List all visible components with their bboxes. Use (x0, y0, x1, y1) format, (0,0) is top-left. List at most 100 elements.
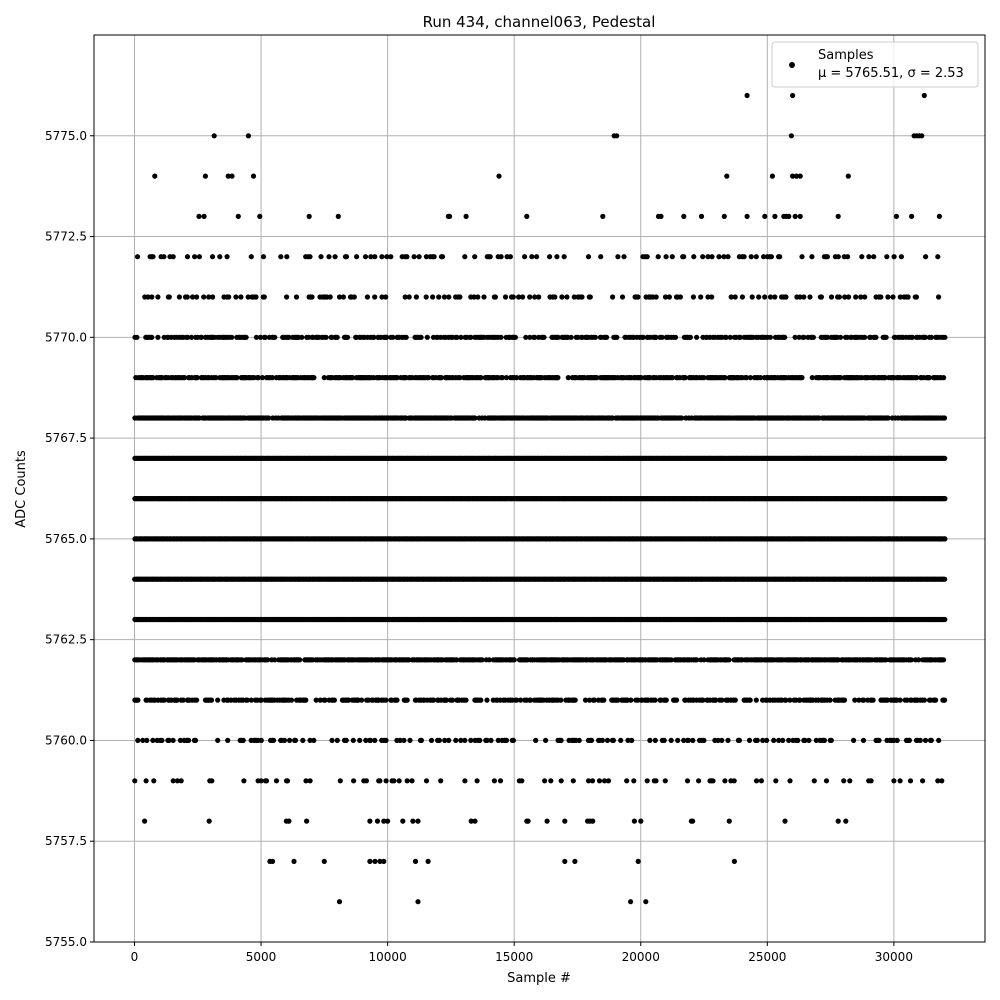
data-point (813, 737, 819, 744)
data-point (170, 778, 176, 784)
data-point (942, 496, 948, 502)
data-point (562, 818, 568, 824)
data-point (883, 657, 889, 663)
data-point (284, 778, 291, 784)
data-point (544, 818, 550, 824)
data-point (235, 213, 241, 219)
data-point (468, 818, 474, 824)
data-point (675, 737, 681, 744)
data-point (458, 737, 464, 744)
data-point (263, 778, 270, 784)
data-point (811, 778, 817, 784)
data-point (140, 737, 146, 744)
data-point (614, 133, 620, 139)
data-point (715, 737, 721, 744)
data-point (721, 213, 727, 219)
data-point (713, 697, 719, 703)
data-point (359, 697, 365, 703)
data-point (576, 737, 582, 744)
data-point (240, 737, 246, 744)
data-point (196, 213, 202, 219)
data-point (690, 737, 696, 744)
data-point (790, 173, 796, 179)
data-point (542, 778, 548, 784)
data-point (797, 213, 803, 219)
data-point (488, 737, 494, 744)
data-point (346, 697, 352, 703)
data-point (618, 737, 624, 744)
data-point (921, 697, 928, 703)
data-point (288, 697, 295, 703)
data-point (192, 737, 199, 744)
data-point (587, 697, 593, 703)
data-point (436, 737, 442, 744)
data-point (746, 737, 753, 744)
data-point (897, 697, 903, 703)
data-point (760, 737, 766, 744)
data-point (287, 737, 293, 744)
data-point (245, 133, 251, 139)
data-point (629, 737, 635, 744)
data-point (802, 737, 808, 744)
data-point (787, 697, 793, 703)
data-point (747, 697, 753, 703)
data-point (503, 737, 510, 744)
data-point (383, 697, 389, 703)
data-point (381, 858, 387, 865)
data-point (264, 657, 271, 663)
data-point (143, 778, 149, 784)
data-point (404, 778, 410, 784)
data-point (215, 737, 221, 744)
data-point (225, 173, 231, 179)
data-point (497, 778, 504, 784)
data-point (239, 657, 245, 663)
data-point (783, 697, 789, 703)
data-point (916, 657, 922, 663)
data-point (797, 173, 803, 179)
data-point (418, 737, 424, 744)
data-point (449, 697, 456, 703)
data-point (491, 778, 497, 784)
data-point (599, 737, 606, 744)
data-point (590, 818, 596, 824)
data-point (142, 818, 148, 824)
data-point (835, 818, 841, 824)
data-point (248, 697, 254, 703)
data-point (151, 778, 157, 784)
data-point (936, 737, 942, 744)
data-point (410, 818, 416, 824)
data-point (394, 697, 400, 703)
data-point (570, 778, 576, 784)
data-point (744, 213, 750, 219)
data-point (377, 778, 383, 784)
data-point (396, 778, 402, 784)
data-point (876, 737, 882, 744)
data-point (897, 778, 903, 784)
data-point (764, 737, 770, 744)
data-point (772, 213, 778, 219)
data-point (628, 899, 634, 905)
data-point (334, 737, 340, 744)
data-point (211, 133, 217, 139)
data-point (652, 737, 658, 744)
data-point (635, 858, 641, 865)
data-point (423, 778, 430, 784)
data-point (726, 657, 732, 663)
data-point (769, 173, 776, 179)
data-point (589, 778, 596, 784)
data-point (893, 213, 900, 219)
data-point (524, 213, 530, 219)
data-point (891, 778, 897, 784)
data-point (548, 778, 554, 784)
data-point (852, 697, 858, 703)
data-point (558, 778, 564, 784)
data-point (425, 858, 431, 865)
data-point (694, 657, 700, 663)
data-point (272, 657, 278, 663)
data-point (722, 778, 728, 784)
data-point (638, 818, 644, 824)
data-point (135, 737, 141, 744)
data-point (209, 778, 215, 784)
data-point (941, 657, 947, 663)
data-point (562, 858, 568, 865)
